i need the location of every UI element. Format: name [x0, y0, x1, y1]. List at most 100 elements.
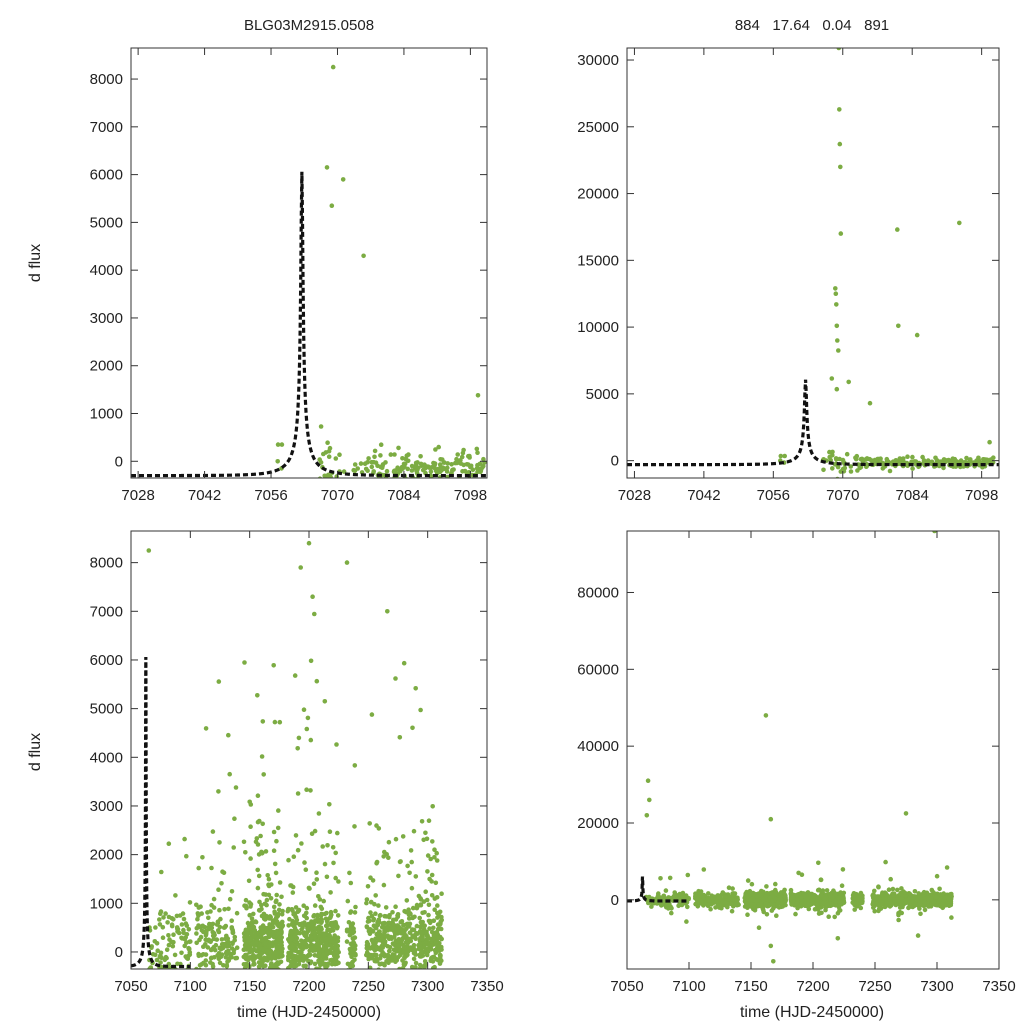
data-point [346, 920, 352, 925]
data-point [232, 816, 237, 821]
data-point [173, 967, 178, 969]
plot-frame [130, 47, 488, 479]
data-point [946, 903, 952, 908]
data-point [858, 905, 864, 911]
data-point [379, 937, 385, 942]
x-tick-label: 7042 [687, 487, 720, 504]
data-point [321, 898, 327, 904]
data-point [352, 946, 358, 952]
data-point [967, 458, 973, 464]
data-point [312, 611, 317, 617]
data-point [254, 940, 259, 946]
data-point [816, 860, 821, 866]
data-point [794, 901, 799, 906]
data-point [366, 493, 371, 498]
data-point [308, 658, 314, 664]
data-point [436, 444, 442, 450]
data-point [309, 935, 314, 940]
data-point [827, 449, 832, 455]
data-point [348, 926, 353, 931]
data-point [836, 348, 841, 353]
data-point [387, 948, 392, 954]
data-point [872, 457, 878, 463]
data-point [432, 970, 437, 975]
data-point [944, 865, 950, 870]
data-point [295, 746, 301, 751]
data-point [815, 897, 821, 903]
data-point [328, 958, 333, 963]
data-point [878, 906, 884, 911]
data-point [385, 971, 390, 976]
data-point [350, 936, 356, 941]
data-point [201, 952, 206, 957]
data-point [328, 890, 333, 895]
data-point [839, 883, 845, 888]
data-point [241, 839, 247, 845]
plot-frame [130, 530, 488, 970]
data-point [401, 660, 407, 666]
data-point [422, 943, 428, 948]
data-point [417, 966, 423, 969]
data-point [325, 475, 331, 478]
data-point [910, 466, 915, 471]
data-point [324, 910, 329, 916]
data-point [324, 165, 330, 170]
data-point [352, 763, 358, 768]
data-point [270, 955, 276, 960]
data-point [332, 977, 337, 982]
data-point [261, 911, 267, 917]
data-point [729, 908, 735, 914]
data-point [911, 896, 917, 901]
data-point [830, 453, 835, 458]
data-point [157, 922, 163, 927]
data-point [292, 938, 298, 943]
x-tick-label: 7050 [610, 978, 643, 995]
panel-top-left: 7028 7042 7056 7070 7084 7098 0 1000 2000 3000 400… [90, 47, 488, 504]
data-point [379, 943, 384, 949]
data-point [403, 909, 409, 915]
data-point [392, 468, 397, 474]
data-point [300, 921, 305, 926]
data-point [349, 952, 355, 958]
data-point [199, 928, 205, 933]
data-point [364, 900, 369, 906]
data-point [328, 920, 334, 926]
data-point [336, 879, 341, 884]
data-point [149, 945, 154, 950]
data-point [396, 873, 401, 879]
data-point [333, 456, 339, 461]
data-point [293, 905, 299, 910]
data-point [288, 959, 294, 965]
data-point [903, 811, 909, 816]
data-point [371, 469, 377, 474]
data-point [362, 461, 368, 467]
data-point [348, 880, 354, 886]
data-point [317, 476, 323, 478]
data-point [324, 950, 330, 955]
y-tick-label: 3000 [90, 310, 123, 327]
y-tick-label: 20000 [577, 815, 619, 832]
data-point [171, 917, 176, 922]
data-point [373, 911, 378, 916]
data-point [317, 941, 322, 947]
data-point [206, 925, 211, 930]
x-tick-label: 7150 [233, 978, 266, 995]
data-point [435, 922, 441, 927]
data-point [837, 107, 842, 112]
data-point [374, 946, 380, 951]
data-point [429, 929, 435, 935]
data-point [278, 978, 283, 983]
data-point [432, 847, 437, 852]
data-point [432, 907, 438, 912]
data-point [254, 971, 259, 976]
data-point [425, 853, 431, 858]
data-point [749, 881, 755, 887]
data-point [470, 479, 475, 484]
data-point [730, 896, 735, 902]
data-point [414, 930, 419, 936]
data-point [848, 469, 854, 474]
data-point [887, 900, 893, 905]
data-point [318, 954, 324, 959]
data-point [418, 924, 423, 929]
data-point [819, 893, 824, 898]
